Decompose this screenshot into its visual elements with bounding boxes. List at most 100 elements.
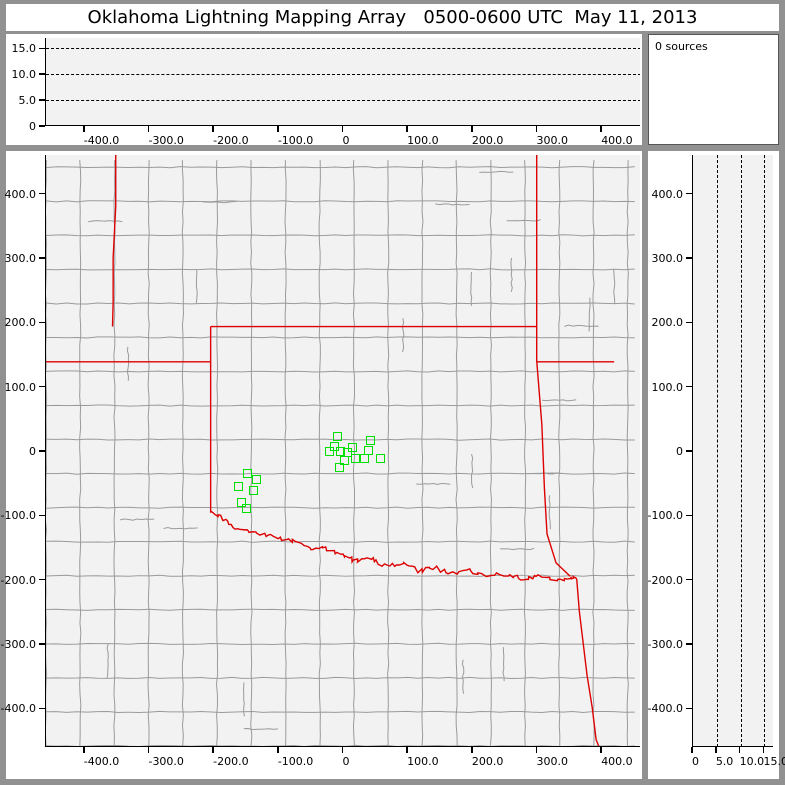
y-tick-label: 400.0 (651, 187, 684, 201)
y-tick (686, 192, 692, 195)
y-tick (39, 578, 45, 581)
lightning-source-marker (251, 475, 261, 485)
y-tick (686, 450, 692, 452)
time-height-plot-area[interactable] (45, 38, 640, 126)
y-tick (39, 385, 45, 388)
y-tick (686, 707, 692, 710)
y-tick (686, 321, 692, 324)
lightning-source-marker (329, 441, 339, 451)
y-tick-label: 200.0 (651, 316, 684, 330)
y-tick-label: 300.0 (4, 251, 37, 265)
y-tick (39, 514, 45, 517)
map-geography (46, 155, 635, 746)
y-tick (39, 321, 45, 324)
lightning-source-marker (340, 455, 350, 465)
x-tick (212, 126, 214, 132)
y-tick (686, 578, 692, 581)
y-tick-label: -300.0 (0, 638, 36, 652)
y-tick-label: -200.0 (0, 573, 36, 587)
y-tick (39, 99, 45, 101)
sources-info-box: 0 sources (648, 34, 779, 145)
y-tick (686, 257, 692, 259)
x-tick (600, 747, 602, 753)
state-borders-layer (46, 155, 615, 746)
y-tick (39, 643, 45, 645)
x-tick (535, 747, 538, 753)
grid-line-horizontal (46, 74, 640, 76)
page-title: Oklahoma Lightning Mapping Array 0500-06… (87, 7, 698, 28)
y-tick-label: 100.0 (651, 380, 684, 394)
y-tick (39, 47, 45, 50)
y-tick (39, 257, 45, 259)
x-tick (277, 126, 279, 132)
y-tick-label: -200.0 (647, 573, 683, 587)
lightning-source-marker (365, 436, 375, 446)
y-tick (39, 73, 45, 76)
y-tick-label: 10.0 (11, 68, 37, 82)
y-tick-label: 300.0 (651, 251, 684, 265)
county-lines-layer (46, 160, 635, 746)
x-tick (600, 126, 602, 132)
time-height-panel: -400.0 -300.0 -200.0 -100.0 0 100.0 200.0 300.0… (6, 34, 642, 146)
lightning-source-marker (233, 481, 243, 491)
east-height-panel: 0 5.0 10.0 15.0 -400.0 -300.0 -200.0 -100.0 0 100… (647, 151, 785, 779)
x-tick (471, 126, 473, 132)
lightning-source-marker (243, 469, 253, 479)
y-tick-label: 0 (676, 445, 683, 458)
x-tick (341, 747, 344, 753)
y-tick-label: -100.0 (0, 509, 36, 523)
x-tick (738, 747, 741, 753)
x-tick (406, 747, 408, 753)
grid-line-vertical (764, 155, 766, 746)
y-tick-label: 100.0 (4, 380, 37, 394)
y-tick-label: 5.0 (18, 94, 37, 108)
x-tick (535, 126, 538, 132)
y-tick (39, 125, 45, 127)
grid-line-vertical (740, 155, 742, 746)
grid-line-horizontal (46, 48, 640, 50)
x-tick (406, 126, 408, 132)
x-tick (212, 747, 214, 753)
y-tick (39, 450, 45, 452)
title-bar: Oklahoma Lightning Mapping Array 0500-06… (6, 4, 779, 31)
y-tick-label: 15.0 (11, 42, 37, 56)
x-tick (83, 747, 85, 753)
x-tick (762, 747, 765, 753)
y-tick-label: 0 (29, 445, 36, 458)
y-tick-label: 0 (29, 120, 36, 133)
y-tick (686, 643, 692, 645)
lightning-source-marker (333, 432, 343, 442)
lightning-source-marker (237, 497, 247, 507)
lightning-source-marker (375, 454, 385, 464)
sources-count-label: 0 sources (655, 40, 708, 53)
plan-view-plot-area[interactable] (45, 155, 640, 747)
x-tick (471, 747, 473, 753)
east-height-plot-area[interactable] (692, 155, 773, 747)
grid-line-horizontal (46, 100, 640, 102)
y-tick-label: 400.0 (4, 187, 37, 201)
y-tick (39, 707, 45, 710)
y-tick-label: -400.0 (647, 702, 683, 716)
y-tick (686, 385, 692, 388)
x-tick (715, 747, 717, 753)
lightning-source-marker (241, 503, 251, 513)
grid-line-vertical (716, 155, 718, 746)
plan-view-map-panel: -400.0 -300.0 -200.0 -100.0 0 100.0 200.0 300.0… (1, 151, 642, 779)
lightning-source-marker (360, 454, 370, 464)
lightning-source-marker (351, 453, 361, 463)
x-tick (83, 126, 85, 132)
lightning-source-marker (348, 442, 358, 452)
x-tick (147, 126, 150, 132)
y-tick-label: -300.0 (647, 638, 683, 652)
x-tick (277, 747, 279, 753)
y-tick-label: -400.0 (0, 702, 36, 716)
lightning-source-marker (335, 462, 345, 472)
x-tick (691, 747, 693, 753)
lightning-source-marker (249, 486, 259, 496)
x-tick (147, 747, 150, 753)
y-tick-label: -100.0 (647, 509, 683, 523)
y-tick (686, 514, 692, 517)
lightning-source-marker (325, 447, 335, 457)
y-tick (39, 192, 45, 195)
